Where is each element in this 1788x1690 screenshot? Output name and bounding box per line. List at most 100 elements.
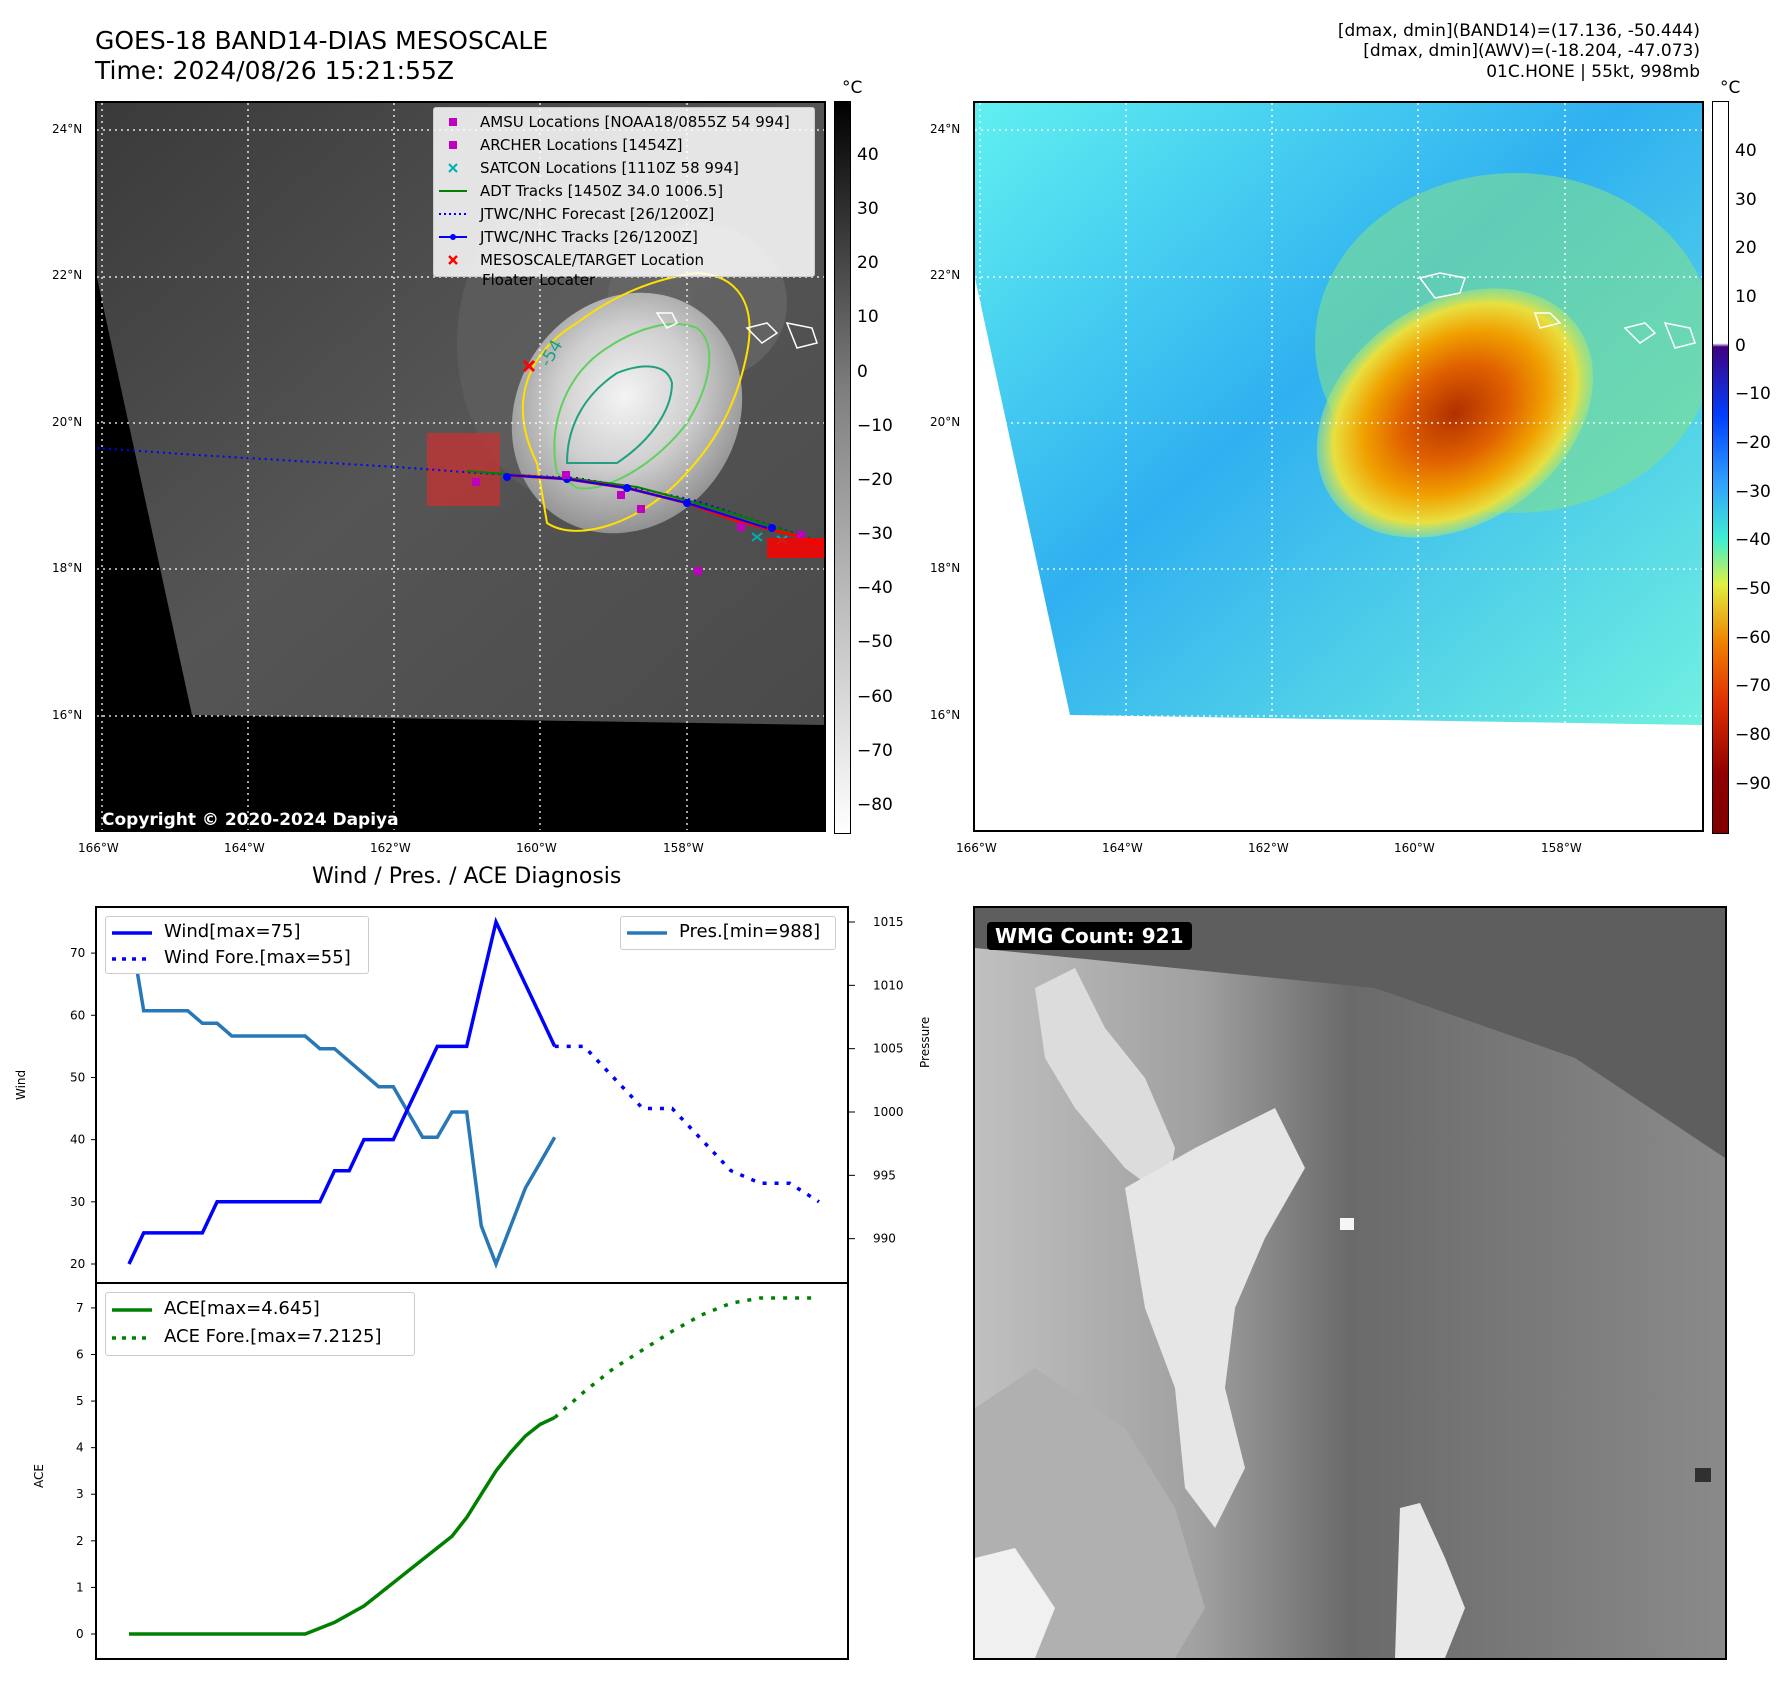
map-title-line1: GOES-18 BAND14-DIAS MESOSCALE [95, 26, 549, 55]
wind-pressure-chart: Wind[max=75] Wind Fore.[max=55] Pres.[mi… [95, 906, 849, 1284]
legend-amsu: AMSU Locations [NOAA18/0855Z 54 994] [480, 113, 790, 131]
left-cb-tick: −30 [857, 524, 893, 544]
legend-wind: Wind[max=75] [164, 921, 301, 942]
ace-plot [129, 1296, 819, 1636]
right-cb-tick: 40 [1735, 141, 1757, 161]
awv-map [973, 101, 1704, 832]
lat-label-18n: 18°N [52, 561, 83, 575]
lat-label-24n: 24°N [52, 122, 83, 136]
ace-forecast-series-line [553, 1296, 819, 1419]
right-cb-tick: 0 [1735, 336, 1746, 356]
stats-line1: [dmax, dmin](BAND14)=(17.136, -50.444) [1337, 21, 1700, 41]
ace-tick-label: 2 [76, 1534, 84, 1548]
map-legend-markers [439, 118, 467, 265]
right-cb-tick: −60 [1735, 628, 1771, 648]
wind-legend: Wind[max=75] Wind Fore.[max=55] [105, 916, 369, 974]
awv-map-image [975, 103, 1702, 830]
lat-label-16n: 16°N [930, 708, 961, 722]
band14-map: -54 [95, 101, 826, 832]
wind-series-line [127, 916, 557, 1265]
left-cb-tick: 0 [857, 362, 868, 382]
pressure-tick-label: 990 [873, 1232, 896, 1246]
lat-label-18n: 18°N [930, 561, 961, 575]
pressure-tick-label: 1005 [873, 1042, 904, 1056]
copyright-text: Copyright © 2020-2024 Dapiya [102, 810, 399, 830]
right-cb-tick: −30 [1735, 482, 1771, 502]
left-cb-tick: −70 [857, 741, 893, 761]
map-title-line2: Time: 2024/08/26 15:21:55Z [95, 56, 454, 85]
map-legend: AMSU Locations [NOAA18/0855Z 54 994] ARC… [433, 107, 815, 277]
lat-label-22n: 22°N [930, 268, 961, 282]
lon-label-166w: 166°W [78, 841, 119, 855]
lon-label-166w: 166°W [956, 841, 997, 855]
ace-tick-label: 6 [76, 1347, 84, 1361]
right-cb-tick: −50 [1735, 579, 1771, 599]
wind-legend-markers [112, 931, 152, 961]
lat-label-20n: 20°N [930, 415, 961, 429]
wind-tick-label: 50 [70, 1070, 85, 1084]
wmg-image [975, 908, 1725, 1658]
ace-tick-label: 1 [76, 1580, 84, 1594]
wind-pressure-plot [127, 916, 820, 1269]
wind-tick-label: 40 [70, 1133, 85, 1147]
lat-label-24n: 24°N [930, 122, 961, 136]
wmg-count-badge: WMG Count: 921 [987, 922, 1192, 950]
pressure-series-line [127, 921, 557, 1269]
legend-jtwc-forecast: JTWC/NHC Forecast [26/1200Z] [480, 205, 715, 223]
wmg-panel: WMG Count: 921 [973, 906, 1727, 1660]
stats-line2: [dmax, dmin](AWV)=(-18.204, -47.073) [1363, 41, 1700, 61]
right-cb-tick: −20 [1735, 433, 1771, 453]
left-cb-tick: −60 [857, 687, 893, 707]
pressure-legend: Pres.[min=988] [620, 916, 836, 950]
wind-pressure-ticks: 20 30 40 50 60 70 990 995 1000 1005 1010 1015 [70, 915, 904, 1271]
ace-tick-label: 3 [76, 1487, 84, 1501]
pressure-legend-marker [627, 931, 667, 935]
ace-ticks: 0 1 2 3 4 5 6 7 [76, 1301, 97, 1641]
legend-ace-fore: ACE Fore.[max=7.2125] [164, 1326, 382, 1347]
ace-legend: ACE[max=4.645] ACE Fore.[max=7.2125] [105, 1292, 415, 1356]
lon-label-158w: 158°W [1541, 841, 1582, 855]
legend-wind-fore: Wind Fore.[max=55] [164, 947, 351, 968]
lon-label-162w: 162°W [1248, 841, 1289, 855]
ace-series-line [129, 1416, 556, 1636]
legend-ace: ACE[max=4.645] [164, 1298, 320, 1319]
lat-label-16n: 16°N [52, 708, 83, 722]
right-cb-tick: 10 [1735, 287, 1757, 307]
ace-tick-label: 4 [76, 1441, 84, 1455]
legend-jtwc-tracks: JTWC/NHC Tracks [26/1200Z] [480, 228, 698, 246]
diagnosis-title: Wind / Pres. / ACE Diagnosis [312, 864, 622, 889]
ace-tick-label: 0 [76, 1627, 84, 1641]
right-cb-tick: −70 [1735, 676, 1771, 696]
right-colorbar [1712, 101, 1729, 834]
legend-satcon: SATCON Locations [1110Z 58 994] [480, 159, 739, 177]
left-cb-tick: −10 [857, 416, 893, 436]
legend-mesoscale-target: MESOSCALE/TARGET Location [480, 251, 705, 269]
left-cb-tick: 40 [857, 145, 879, 165]
left-cb-tick: −20 [857, 470, 893, 490]
right-cb-tick: 30 [1735, 190, 1757, 210]
left-cb-tick: 20 [857, 253, 879, 273]
lon-label-160w: 160°W [516, 841, 557, 855]
ace-legend-markers [112, 1308, 152, 1340]
left-colorbar [834, 101, 851, 834]
left-cb-tick: 30 [857, 199, 879, 219]
right-cb-tick: 20 [1735, 238, 1757, 258]
legend-archer: ARCHER Locations [1454Z] [480, 136, 683, 154]
left-cb-tick: −50 [857, 632, 893, 652]
left-cb-tick: −40 [857, 578, 893, 598]
lon-label-160w: 160°W [1394, 841, 1435, 855]
left-cb-tick: −80 [857, 795, 893, 815]
right-cb-tick: −40 [1735, 530, 1771, 550]
ace-tick-label: 7 [76, 1301, 84, 1315]
lat-label-22n: 22°N [52, 268, 83, 282]
ace-tick-label: 5 [76, 1394, 84, 1408]
wind-tick-label: 70 [70, 946, 85, 960]
lon-label-164w: 164°W [224, 841, 265, 855]
stats-line3: 01C.HONE | 55kt, 998mb [1486, 62, 1700, 82]
legend-adt: ADT Tracks [1450Z 34.0 1006.5] [480, 182, 724, 200]
pressure-tick-label: 995 [873, 1168, 896, 1182]
lat-label-20n: 20°N [52, 415, 83, 429]
left-colorbar-unit: °C [842, 78, 863, 98]
pressure-tick-label: 1000 [873, 1105, 904, 1119]
ace-chart: ACE[max=4.645] ACE Fore.[max=7.2125] [95, 1282, 849, 1660]
